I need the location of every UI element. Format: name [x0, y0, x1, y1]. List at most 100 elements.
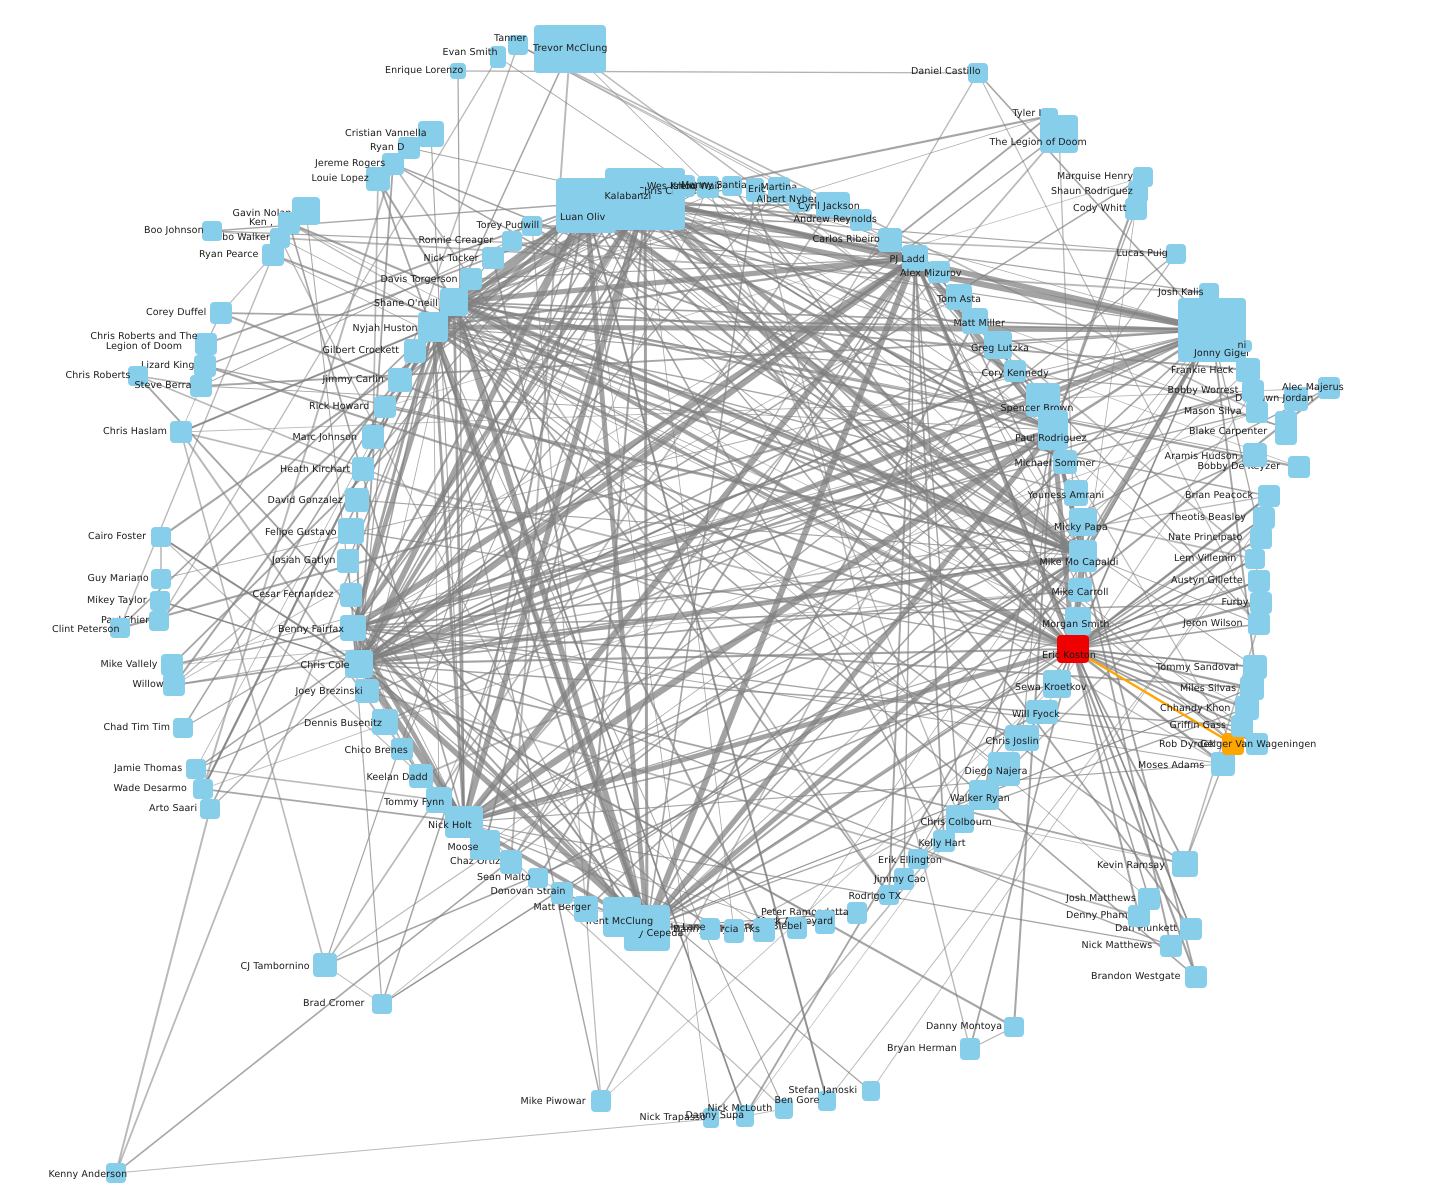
- graph-node[interactable]: [202, 221, 222, 241]
- graph-node[interactable]: [724, 919, 744, 943]
- graph-node[interactable]: [1069, 540, 1097, 572]
- graph-node[interactable]: [398, 137, 420, 159]
- graph-node[interactable]: [946, 805, 974, 833]
- graph-node[interactable]: [1211, 752, 1235, 776]
- graph-node[interactable]: [1245, 549, 1265, 569]
- graph-node[interactable]: [149, 611, 169, 631]
- graph-node[interactable]: [372, 709, 398, 735]
- graph-node[interactable]: [1040, 115, 1078, 153]
- graph-node[interactable]: [960, 1038, 980, 1060]
- graph-node[interactable]: [313, 953, 337, 977]
- graph-node[interactable]: [1185, 966, 1207, 988]
- graph-node[interactable]: [1138, 888, 1160, 910]
- graph-node[interactable]: [850, 209, 872, 231]
- graph-node[interactable]: [902, 245, 928, 271]
- graph-node[interactable]: [1068, 578, 1092, 602]
- graph-node[interactable]: [1253, 507, 1275, 529]
- graph-node[interactable]: [1250, 592, 1272, 614]
- graph-node[interactable]: [173, 718, 193, 738]
- graph-node[interactable]: [789, 188, 811, 212]
- graph-node[interactable]: [787, 917, 807, 939]
- graph-node[interactable]: [768, 177, 790, 203]
- graph-node[interactable]: [355, 679, 379, 703]
- graph-node[interactable]: [1043, 670, 1071, 698]
- graph-node[interactable]: [1128, 905, 1150, 927]
- graph-node[interactable]: [1246, 733, 1268, 755]
- graph-node[interactable]: [862, 1081, 880, 1101]
- graph-node[interactable]: [1053, 450, 1077, 474]
- graph-node[interactable]: [574, 896, 598, 922]
- graph-node[interactable]: [1318, 377, 1340, 399]
- graph-node[interactable]: [968, 63, 988, 83]
- graph-node[interactable]: [1236, 358, 1260, 382]
- graph-node[interactable]: [1243, 655, 1267, 679]
- graph-node[interactable]: [508, 35, 528, 55]
- graph-node[interactable]: [1180, 918, 1202, 940]
- graph-node[interactable]: [700, 918, 720, 940]
- graph-node[interactable]: [337, 549, 359, 573]
- graph-node[interactable]: [352, 457, 374, 481]
- graph-node[interactable]: [150, 591, 170, 611]
- graph-node[interactable]: [404, 339, 426, 363]
- graph-node[interactable]: [1166, 244, 1186, 264]
- graph-node[interactable]: [1069, 508, 1097, 536]
- graph-node[interactable]: [878, 228, 902, 252]
- graph-node[interactable]: [928, 261, 950, 283]
- graph-node[interactable]: [697, 176, 719, 198]
- graph-node[interactable]: [366, 167, 390, 191]
- graph-node[interactable]: [815, 910, 835, 934]
- graph-node[interactable]: [1240, 340, 1252, 352]
- graph-node[interactable]: [194, 355, 216, 377]
- graph-node[interactable]: [946, 284, 972, 310]
- graph-node[interactable]: [418, 121, 444, 147]
- graph-node[interactable]: [1199, 283, 1219, 303]
- graph-node[interactable]: [984, 331, 1012, 359]
- graph-node[interactable]: [1005, 725, 1039, 751]
- graph-node[interactable]: [426, 787, 452, 813]
- graph-node[interactable]: [775, 1099, 793, 1119]
- graph-node[interactable]: [551, 882, 573, 904]
- graph-node[interactable]: [262, 244, 284, 266]
- graph-node[interactable]: [345, 650, 373, 678]
- graph-node[interactable]: [818, 1091, 836, 1111]
- graph-node[interactable]: [703, 1108, 719, 1128]
- graph-node[interactable]: [445, 806, 483, 838]
- graph-node[interactable]: [500, 850, 522, 874]
- graph-node[interactable]: [847, 902, 867, 924]
- graph-node[interactable]: [1248, 570, 1270, 592]
- graph-node[interactable]: [1250, 527, 1272, 549]
- graph-node[interactable]: [816, 192, 850, 218]
- graph-node[interactable]: [1004, 1017, 1024, 1037]
- graph-node[interactable]: [1038, 410, 1068, 450]
- graph-node[interactable]: [372, 994, 392, 1014]
- graph-node[interactable]: [1288, 456, 1310, 478]
- graph-node[interactable]: [1242, 380, 1264, 402]
- graph-node[interactable]: [161, 654, 183, 676]
- graph-node[interactable]: [1004, 360, 1026, 382]
- graph-node[interactable]: [969, 780, 999, 810]
- graph-node[interactable]: [391, 738, 413, 760]
- graph-node[interactable]: [962, 308, 988, 334]
- graph-node[interactable]: [673, 175, 695, 197]
- graph-node[interactable]: [362, 425, 384, 449]
- graph-node[interactable]: [1222, 733, 1244, 755]
- graph-node[interactable]: [482, 247, 504, 269]
- graph-node[interactable]: [440, 288, 468, 316]
- graph-node[interactable]: [933, 830, 955, 852]
- graph-node[interactable]: [340, 583, 362, 607]
- graph-node[interactable]: [1275, 411, 1297, 445]
- graph-node[interactable]: [340, 615, 366, 641]
- graph-node[interactable]: [1172, 851, 1198, 877]
- graph-node[interactable]: [128, 366, 148, 386]
- graph-node[interactable]: [163, 674, 185, 696]
- graph-node[interactable]: [591, 1090, 611, 1112]
- graph-node[interactable]: [603, 897, 641, 937]
- graph-node[interactable]: [418, 312, 448, 342]
- graph-node[interactable]: [753, 918, 775, 942]
- graph-node[interactable]: [200, 799, 220, 819]
- graph-node[interactable]: [522, 216, 542, 236]
- graph-node[interactable]: [388, 368, 412, 392]
- graph-node[interactable]: [1125, 198, 1147, 220]
